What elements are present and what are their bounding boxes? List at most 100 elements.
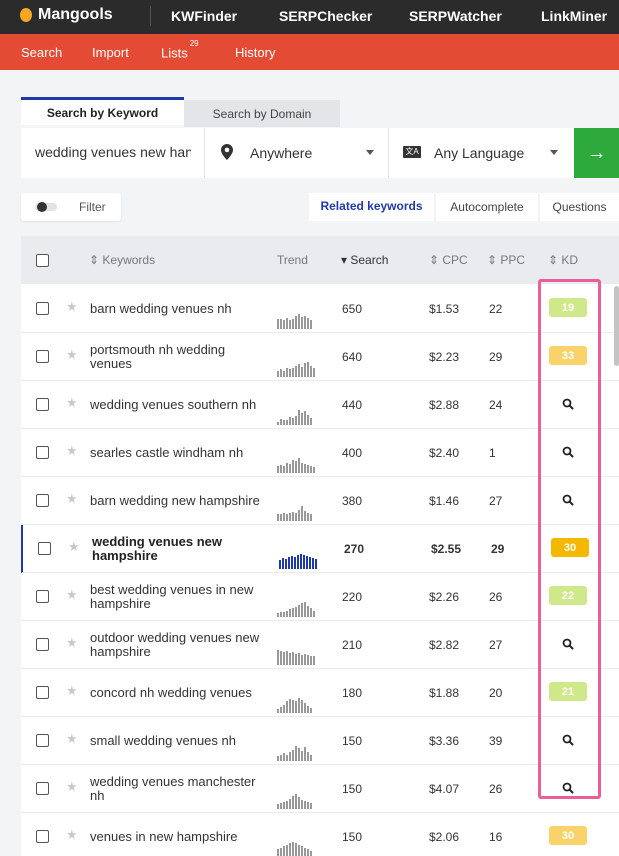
table-row[interactable]: ★ venues in new hampshire 150 $2.06 16 30 [21,813,619,856]
table-row[interactable]: ★ best wedding venues in new hampshire 220… [21,573,619,621]
header-ppc[interactable]: ⇕ PPC [487,253,526,267]
table-row[interactable]: ★ small wedding venues nh 150 $3.36 39 [21,717,619,765]
star-icon[interactable]: ★ [66,587,78,602]
toggle-switch[interactable] [35,202,57,212]
row-checkbox[interactable] [36,398,49,411]
filter-toggle[interactable]: Filter [21,193,121,221]
search-icon[interactable] [559,443,577,461]
table-row[interactable]: ★ concord nh wedding venues 180 $1.88 20 21 [21,669,619,717]
table-row[interactable]: ★ wedding venues manchester nh 150 $4.07 26 [21,765,619,813]
app-linkminer[interactable]: LinkMiner [541,8,608,24]
kd-badge[interactable]: 30 [551,538,589,557]
row-checkbox[interactable] [38,542,51,555]
keyword-text[interactable]: portsmouth nh wedding venues [90,342,226,371]
star-icon[interactable]: ★ [66,827,78,842]
select-all-checkbox[interactable] [36,254,49,267]
header-search[interactable]: ▾ Search [341,253,389,267]
tab-questions[interactable]: Questions [540,193,619,221]
trend-bar [301,317,303,329]
app-serpwatcher[interactable]: SERPWatcher [409,8,502,24]
row-checkbox[interactable] [36,830,49,843]
row-checkbox[interactable] [36,494,49,507]
keywords-table: ⇕ Keywords Trend ▾ Search ⇕ CPC ⇕ PPC ⇕ … [21,236,619,856]
keyword-text[interactable]: best wedding venues in new hampshire [90,582,254,611]
star-icon[interactable]: ★ [68,539,80,554]
keyword-text[interactable]: searles castle windham nh [90,445,244,460]
trend-bar [307,465,309,473]
nav-lists[interactable]: Lists29 [161,39,199,60]
row-checkbox[interactable] [36,350,49,363]
header-keywords[interactable]: ⇕ Keywords [89,253,156,267]
keyword-text[interactable]: wedding venues southern nh [90,397,257,412]
kd-badge[interactable]: 33 [549,346,587,365]
tab-autocomplete[interactable]: Autocomplete [436,193,538,221]
tab-related-keywords[interactable]: Related keywords [309,193,434,221]
keyword-text[interactable]: barn wedding new hampshire [90,493,260,508]
row-checkbox[interactable] [36,302,49,315]
table-row[interactable]: ★ barn wedding new hampshire 380 $1.46 27 [21,477,619,525]
header-cpc[interactable]: ⇕ CPC [429,253,468,267]
keyword-input[interactable] [35,144,191,160]
language-icon: 文A [403,146,421,158]
keyword-text[interactable]: outdoor wedding venues new hampshire [90,630,260,659]
nav-import[interactable]: Import [92,45,129,60]
star-icon[interactable]: ★ [66,779,78,794]
table-row[interactable]: ★ barn wedding venues nh 650 $1.53 22 19 [21,285,619,333]
row-checkbox[interactable] [36,446,49,459]
keyword-text[interactable]: wedding venues manchester nh [90,774,256,803]
star-icon[interactable]: ★ [66,395,78,410]
header-kd-label: KD [561,253,579,267]
tab-search-by-keyword[interactable]: Search by Keyword [21,97,184,125]
table-row[interactable]: ★ portsmouth nh wedding venues 640 $2.23 29 3… [21,333,619,381]
table-row[interactable]: ★ wedding venues new hampshire 270 $2.55 29 3… [21,525,619,573]
app-serpchecker[interactable]: SERPChecker [279,8,373,24]
trend-bar [289,320,291,329]
row-checkbox[interactable] [36,782,49,795]
nav-search[interactable]: Search [21,45,63,60]
keyword-text[interactable]: concord nh wedding venues [90,685,252,700]
keyword-text[interactable]: small wedding venues nh [90,733,236,748]
arrow-right-icon: → [586,141,607,164]
nav-history[interactable]: History [235,45,276,60]
kd-badge[interactable]: 22 [549,586,587,605]
table-row[interactable]: ★ outdoor wedding venues new hampshire 210… [21,621,619,669]
trend-bar [301,846,303,856]
mangools-logo[interactable]: Mangools [20,6,113,24]
star-icon[interactable]: ★ [66,443,78,458]
row-checkbox[interactable] [36,590,49,603]
search-icon[interactable] [559,731,577,749]
kd-badge[interactable]: 30 [549,826,587,845]
star-icon[interactable]: ★ [66,635,78,650]
search-icon[interactable] [559,491,577,509]
keyword-text[interactable]: barn wedding venues nh [90,301,232,316]
location-select[interactable]: Anywhere [250,145,313,161]
search-value: 640 [342,350,363,364]
table-row[interactable]: ★ wedding venues southern nh 440 $2.88 24 [21,381,619,429]
search-icon[interactable] [559,779,577,797]
star-icon[interactable]: ★ [66,683,78,698]
header-kd[interactable]: ⇕ KD [548,253,579,267]
search-icon[interactable] [559,635,577,653]
search-submit-button[interactable]: → [574,128,619,178]
row-checkbox[interactable] [36,734,49,747]
star-icon[interactable]: ★ [66,731,78,746]
star-icon[interactable]: ★ [66,491,78,506]
kd-badge[interactable]: 19 [549,298,587,317]
language-select[interactable]: Any Language [434,145,525,161]
app-kwfinder[interactable]: KWFinder [171,8,238,24]
row-checkbox[interactable] [36,686,49,699]
search-icon[interactable] [559,395,577,413]
keyword-text[interactable]: venues in new hampshire [90,829,238,844]
keyword-text[interactable]: wedding venues new hampshire [92,534,223,563]
kd-badge[interactable]: 21 [549,682,587,701]
star-icon[interactable]: ★ [66,299,78,314]
trend-bar [283,513,285,521]
scrollbar[interactable] [614,286,619,366]
chevron-down-icon[interactable] [550,150,558,155]
mangools-logo-icon [20,8,32,22]
star-icon[interactable]: ★ [66,347,78,362]
row-checkbox[interactable] [36,638,49,651]
tab-search-by-domain[interactable]: Search by Domain [184,100,340,127]
chevron-down-icon[interactable] [366,150,374,155]
table-row[interactable]: ★ searles castle windham nh 400 $2.40 1 [21,429,619,477]
